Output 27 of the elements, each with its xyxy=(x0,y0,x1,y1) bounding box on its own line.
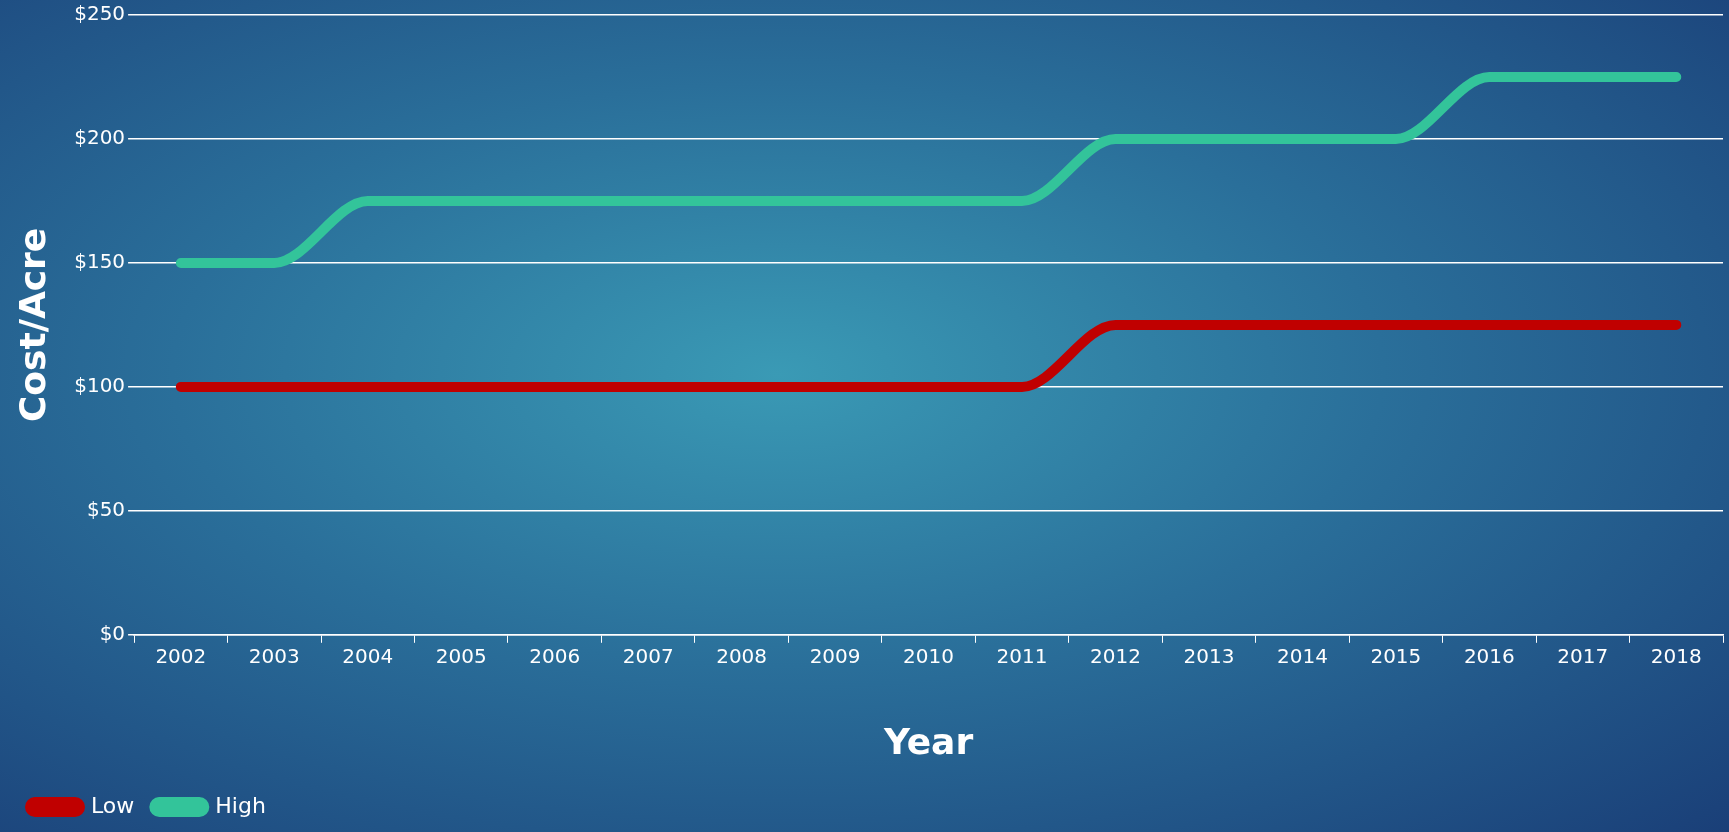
x-tick-label: 2015 xyxy=(1370,644,1422,668)
x-axis-title: Year xyxy=(882,720,974,762)
y-tick-label: $200 xyxy=(74,125,126,150)
x-tick-label: 2010 xyxy=(903,644,954,668)
legend-label: High xyxy=(215,792,266,818)
y-tick-label: $50 xyxy=(86,497,126,522)
y-axis-title: Cost/Acre xyxy=(11,227,53,423)
x-tick-label: 2005 xyxy=(435,644,487,668)
y-tick-label: $0 xyxy=(99,621,126,645)
y-tick-label: $150 xyxy=(74,249,126,274)
x-tick-label: 2004 xyxy=(342,644,394,668)
x-tick-label: 2006 xyxy=(529,644,581,668)
x-tick-label: 2007 xyxy=(622,644,674,668)
x-tick-label: 2012 xyxy=(1090,644,1141,668)
x-tick-label: 2002 xyxy=(155,644,207,668)
x-tick-label: 2018 xyxy=(1650,644,1702,668)
x-tick-label: 2014 xyxy=(1276,644,1328,668)
y-tick-label: $250 xyxy=(74,1,126,26)
x-tick-label: 2008 xyxy=(716,644,768,668)
y-tick-label: $100 xyxy=(74,373,126,398)
legend-label: Low xyxy=(91,792,135,818)
x-tick-label: 2003 xyxy=(248,644,300,668)
x-tick-label: 2016 xyxy=(1463,644,1515,668)
x-tick-label: 2009 xyxy=(809,644,861,668)
x-tick-label: 2017 xyxy=(1557,644,1609,668)
x-tick-label: 2013 xyxy=(1183,644,1235,668)
x-tick-label: 2011 xyxy=(996,644,1048,668)
